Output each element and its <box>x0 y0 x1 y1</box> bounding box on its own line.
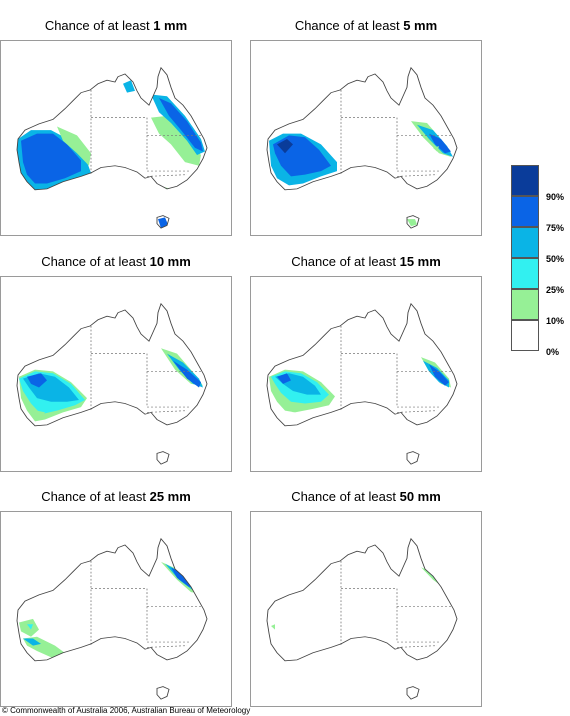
rainfall-probability-area <box>119 179 131 188</box>
title-prefix: Chance of at least <box>294 18 404 33</box>
panel-10mm: Chance of at least 10 mm <box>0 254 232 472</box>
state-border <box>146 410 188 413</box>
coastline <box>266 66 458 191</box>
rainfall-probability-area <box>19 618 39 637</box>
coastline <box>406 451 420 465</box>
legend-swatch-50 <box>511 227 539 258</box>
copyright-notice: © Commonwealth of Australia 2006, Austra… <box>2 706 251 715</box>
map-frame <box>0 511 232 707</box>
legend-label: 90% <box>546 192 565 202</box>
legend-swatch-75 <box>511 196 539 227</box>
state-border <box>396 410 438 413</box>
panel-50mm: Chance of at least 50 mm <box>250 489 482 707</box>
title-amount: 15 mm <box>399 254 441 269</box>
rainfall-probability-area <box>433 146 439 152</box>
rainfall-probability-area <box>407 219 417 227</box>
title-prefix: Chance of at least <box>291 489 400 504</box>
rainfall-probability-area <box>389 194 411 202</box>
legend-swatch-10 <box>511 289 539 320</box>
state-border <box>396 174 438 177</box>
coastline <box>406 215 420 229</box>
rainfall-probability-area <box>27 624 33 630</box>
state-border <box>146 645 188 648</box>
panel-15mm: Chance of at least 15 mm <box>250 254 482 472</box>
coastline <box>266 537 458 662</box>
map-frame <box>250 40 482 236</box>
panel-title: Chance of at least 15 mm <box>250 254 482 269</box>
map-frame <box>0 40 232 236</box>
panel-title: Chance of at least 10 mm <box>0 254 232 269</box>
rainfall-probability-area <box>57 126 91 166</box>
australia-map <box>266 302 458 465</box>
title-amount: 10 mm <box>149 254 191 269</box>
legend-label: 50% <box>546 254 565 264</box>
rainfall-probability-area <box>271 624 275 630</box>
title-prefix: Chance of at least <box>291 254 400 269</box>
australia-map <box>16 302 208 465</box>
panel-title: Chance of at least 50 mm <box>250 489 482 504</box>
australia-map <box>16 537 208 700</box>
legend-swatch-90 <box>511 165 539 196</box>
legend-label: 10% <box>546 316 565 326</box>
coastline <box>406 686 420 700</box>
coastline <box>16 66 208 191</box>
map-frame <box>250 276 482 472</box>
coastline <box>16 537 208 662</box>
rainfall-probability-area <box>27 373 47 388</box>
panel-title: Chance of at least 5 mm <box>250 18 482 33</box>
rainfall-probability-area <box>143 196 171 202</box>
coastline <box>156 215 170 229</box>
title-amount: 50 mm <box>399 489 441 504</box>
rainfall-probability-area <box>159 98 203 152</box>
rainfall-probability-area <box>429 364 449 386</box>
title-amount: 5 mm <box>403 18 438 33</box>
australia-map <box>16 66 208 229</box>
coastline <box>156 686 170 700</box>
coastline <box>266 302 458 427</box>
panel-25mm: Chance of at least 25 mm <box>0 489 232 707</box>
rainfall-probability-area <box>289 407 297 413</box>
legend-label: 75% <box>546 223 565 233</box>
legend-label: 0% <box>546 347 560 357</box>
rainfall-probability-area <box>158 217 168 229</box>
rainfall-probability-area <box>277 373 291 384</box>
rainfall-probability-area <box>277 139 293 154</box>
panel-title: Chance of at least 25 mm <box>0 489 232 504</box>
panel-5mm: Chance of at least 5 mm <box>250 18 482 236</box>
legend-label: 25% <box>546 285 565 295</box>
coastline <box>156 451 170 465</box>
legend-swatch-0 <box>511 320 539 351</box>
panel-1mm: Chance of at least 1 mm <box>0 18 232 236</box>
rainfall-probability-area <box>173 360 201 388</box>
rainfall-probability-area <box>151 115 201 166</box>
rainfall-probability-area <box>23 638 41 646</box>
legend-swatch-25 <box>511 258 539 289</box>
title-amount: 25 mm <box>149 489 191 504</box>
australia-map <box>266 537 458 700</box>
rainfall-probability-area <box>157 432 165 438</box>
rainfall-probability-area <box>421 567 449 589</box>
rainfall-probability-area <box>21 133 81 184</box>
title-amount: 1 mm <box>153 18 188 33</box>
rainfall-probability-area <box>131 183 183 200</box>
rainfall-probability-area <box>35 410 45 418</box>
title-prefix: Chance of at least <box>41 254 150 269</box>
rainfall-probability-area <box>429 133 451 154</box>
rainfall-probability-area <box>123 80 135 93</box>
australia-map <box>266 66 458 229</box>
map-frame <box>250 511 482 707</box>
title-prefix: Chance of at least <box>41 489 150 504</box>
state-border <box>146 174 188 177</box>
panel-title: Chance of at least 1 mm <box>0 18 232 33</box>
state-border <box>396 645 438 648</box>
coastline <box>16 302 208 427</box>
map-frame <box>0 276 232 472</box>
title-prefix: Chance of at least <box>44 18 154 33</box>
